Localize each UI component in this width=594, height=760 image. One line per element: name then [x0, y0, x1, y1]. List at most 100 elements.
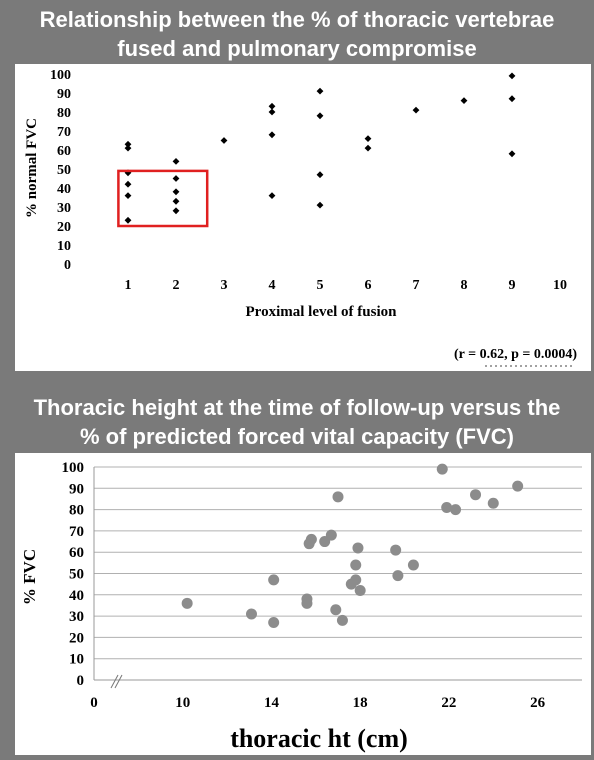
chart-2-data-point	[350, 574, 362, 586]
chart-2-x-tick-label: 22	[441, 695, 456, 711]
chart-2-title: Thoracic height at the time of follow-up…	[0, 393, 594, 451]
chart-1-x-tick-label: 8	[461, 278, 468, 293]
chart-1-x-tick-label: 5	[317, 278, 324, 293]
chart-2-data-point	[390, 544, 402, 556]
chart-1-data-point	[316, 171, 324, 179]
chart-1-data-point	[172, 207, 180, 215]
chart-2-data-point	[512, 480, 524, 492]
chart-1-data-point	[268, 192, 276, 199]
chart-1-data-point	[124, 144, 132, 152]
chart-1-x-tick-label: 10	[553, 278, 567, 293]
chart-2-x-tick-label: 14	[264, 695, 280, 711]
chart-1-y-tick-label: 60	[57, 144, 71, 159]
chart-2-data-point	[470, 489, 482, 501]
chart-1-x-tick-label: 1	[125, 278, 132, 293]
chart-2-data-point	[407, 559, 419, 571]
chart-1-data-point	[172, 188, 180, 196]
chart-1-data-point	[124, 180, 132, 188]
chart-2-data-point	[301, 597, 313, 609]
chart-1-y-tick-label: 70	[57, 125, 71, 140]
chart-2-x-tick-label: 10	[175, 695, 190, 711]
chart-2-y-tick-label: 100	[62, 460, 85, 476]
chart-2-data-point	[332, 491, 344, 503]
chart-1-y-tick-label: 20	[57, 220, 71, 235]
chart-1-data-point	[364, 144, 372, 152]
chart-1-data-point	[508, 95, 516, 103]
chart-2-title-line-2: % of predicted forced vital capacity (FV…	[80, 424, 514, 449]
chart-2-y-tick-label: 70	[69, 524, 84, 540]
chart-2-data-point	[350, 559, 362, 571]
chart-1-data-point	[316, 201, 324, 209]
chart-2-axis-break-mark	[110, 674, 119, 689]
chart-2-y-tick-label: 30	[69, 609, 84, 625]
chart-1-data-point	[172, 158, 180, 165]
chart-2: 0 10 20 30 40 50 60 70 80 90 100 0 10 14 18 22 26 thorac…	[20, 460, 582, 753]
chart-1-data-point	[316, 112, 324, 120]
chart-1-x-axis-label: Proximal level of fusion	[246, 304, 398, 320]
chart-2-title-line-1: Thoracic height at the time of follow-up…	[33, 395, 561, 420]
chart-2-y-tick-label: 80	[69, 503, 84, 519]
chart-2-data-point	[330, 604, 342, 616]
chart-2-data-point	[245, 608, 257, 620]
chart-1-x-tick-label: 7	[413, 278, 420, 293]
chart-2-y-tick-label: 20	[69, 630, 84, 646]
chart-2-data-point	[487, 497, 499, 509]
chart-2-x-tick-label: 18	[353, 695, 368, 711]
chart-1-y-axis-label: % normal FVC	[24, 118, 40, 218]
chart-2-data-point	[352, 542, 364, 554]
chart-2-y-tick-label: 0	[77, 673, 85, 689]
chart-2-data-point	[436, 463, 448, 475]
chart-1-annotation: (r = 0.62, p = 0.0004)	[454, 347, 577, 362]
chart-1-highlight-box	[117, 169, 209, 228]
chart-2-y-tick-label: 90	[69, 481, 84, 497]
chart-1-data-point	[124, 140, 132, 148]
chart-1-x-tick-label: 6	[365, 278, 372, 293]
chart-1-data-point	[268, 131, 276, 139]
chart-2-data-point	[354, 585, 366, 597]
chart-2-data-point	[450, 504, 462, 516]
chart-1-data-point	[172, 175, 180, 182]
chart-1-x-tick-label: 9	[509, 278, 516, 293]
chart-2-y-tick-label: 60	[69, 545, 84, 561]
chart-1-y-tick-label: 80	[57, 106, 71, 121]
chart-1-data-point	[316, 87, 324, 95]
chart-2-y-tick-label: 50	[69, 567, 84, 583]
chart-1-y-tick-label: 10	[57, 239, 71, 254]
chart-1-y-tick-label: 40	[57, 182, 71, 197]
chart-1-x-tick-label: 2	[173, 278, 180, 293]
chart-1-y-tick-label: 100	[50, 68, 71, 83]
chart-1-data-point	[412, 106, 420, 114]
chart-1-data-point	[124, 169, 132, 177]
chart-1-data-point	[508, 150, 516, 158]
chart-2-axis-break-mark	[114, 674, 123, 689]
chart-1-data-point	[460, 97, 468, 104]
chart-1-data-point	[364, 135, 372, 142]
chart-2-data-point	[305, 533, 317, 545]
chart-1-data-point	[220, 137, 228, 144]
chart-1-title: Relationship between the % of thoracic v…	[0, 5, 594, 63]
chart-1-y-tick-label: 90	[57, 87, 71, 102]
chart-2-data-point	[181, 597, 193, 609]
chart-1: 0 10 20 30 40 50 60 70 80 90 100 1 2 3 4 5 6 7 8 9 10 Proxim…	[24, 68, 577, 367]
chart-2-x-tick-label: 26	[530, 695, 546, 711]
chart-2-y-axis-label: % FVC	[20, 549, 39, 605]
chart-1-data-point	[268, 108, 276, 116]
chart-2-panel: 0 10 20 30 40 50 60 70 80 90 100 0 10 14 18 22 26 thorac…	[15, 453, 591, 755]
chart-1-title-line-2: fused and pulmonary compromise	[117, 36, 477, 61]
chart-2-data-point	[268, 616, 280, 628]
chart-1-y-tick-label: 30	[57, 201, 71, 216]
chart-1-y-tick-label: 0	[64, 258, 71, 273]
chart-2-data-point	[441, 501, 453, 513]
chart-1-data-point	[124, 192, 132, 199]
chart-1-x-tick-label: 3	[221, 278, 228, 293]
chart-2-data-point	[336, 614, 348, 626]
chart-2-data-point	[325, 529, 337, 541]
chart-2-y-tick-label: 10	[69, 652, 84, 668]
chart-2-data-point	[268, 574, 280, 586]
chart-2-x-axis-label: thoracic ht (cm)	[230, 724, 408, 753]
chart-1-panel: 0 10 20 30 40 50 60 70 80 90 100 1 2 3 4 5 6 7 8 9 10 Proxim…	[15, 64, 591, 371]
chart-1-title-line-1: Relationship between the % of thoracic v…	[39, 7, 555, 32]
chart-1-data-point	[124, 216, 132, 224]
chart-1-data-point	[508, 72, 516, 80]
chart-2-x-tick-label: 0	[90, 695, 98, 711]
